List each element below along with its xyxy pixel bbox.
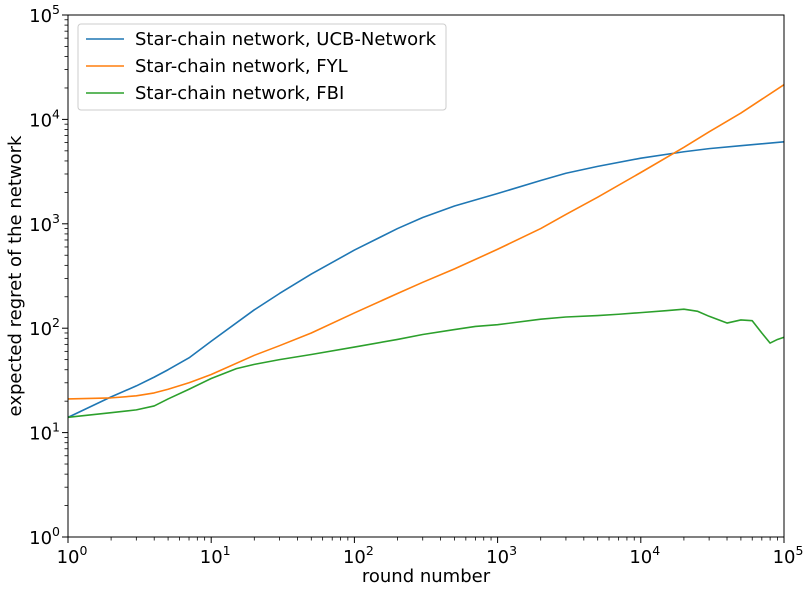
plot-frame [67,14,785,538]
legend-label-fyl: Star-chain network, FYL [135,56,348,77]
y-tick-label: 100 [29,524,60,549]
x-tick-label: 103 [486,543,517,568]
series-line-0 [67,141,785,419]
y-axis-label: expected regret of the network [5,135,26,416]
series-layer [67,84,785,419]
legend-label-ucb-network: Star-chain network, UCB-Network [135,29,437,50]
legend-entry-0: Star-chain network, UCB-Network [86,29,437,50]
x-tick-label: 100 [57,543,88,568]
y-tick-label: 105 [29,2,60,27]
y-tick-label: 103 [29,211,60,236]
x-axis-label: round number [362,566,491,587]
legend-entry-1: Star-chain network, FYL [86,56,348,77]
legend-label-fbi: Star-chain network, FBI [135,83,344,104]
legend-box [77,23,447,111]
y-tick-label: 104 [29,106,60,131]
x-tick-label: 102 [343,543,374,568]
y-tick-label: 102 [29,315,60,340]
tick-labels-layer: 100 101 102 103 104 105 100 101 102 103 104 105 [29,2,803,568]
legend-entry-2: Star-chain network, FBI [86,83,344,104]
x-tick-label: 105 [773,543,804,568]
series-line-2 [67,308,785,419]
series-line-1 [67,84,785,400]
y-tick-label: 101 [29,420,60,445]
ticks-layer [62,14,785,543]
x-tick-label: 101 [200,543,231,568]
x-tick-label: 104 [629,543,660,568]
legend: Star-chain network, UCB-Network Star-cha… [77,23,447,111]
